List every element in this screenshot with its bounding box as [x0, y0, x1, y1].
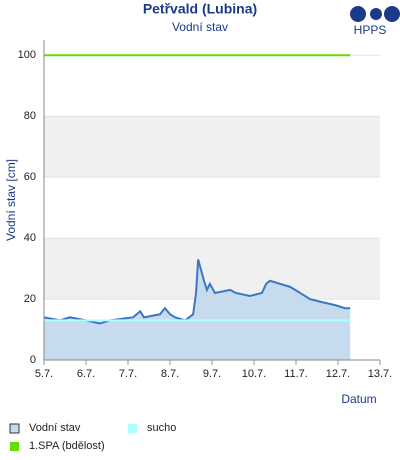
- logo: HPPS: [350, 6, 400, 37]
- y-tick-label: 20: [24, 293, 36, 305]
- x-tick-label: 8.7.: [161, 368, 179, 380]
- logo-circle: [384, 6, 400, 22]
- x-tick-label: 12.7.: [326, 368, 350, 380]
- grid-band: [44, 116, 380, 178]
- y-tick-label: 80: [24, 110, 36, 122]
- x-axis-title: Datum: [341, 392, 376, 406]
- area: [44, 259, 351, 360]
- legend-label: Vodní stav: [29, 422, 81, 434]
- y-tick-label: 0: [30, 354, 36, 366]
- legend-swatch: [9, 423, 20, 434]
- x-tick-label: 10.7.: [242, 368, 266, 380]
- logo-circle: [350, 6, 366, 22]
- y-tick-label: 100: [18, 49, 36, 61]
- legend-swatch: [128, 424, 137, 433]
- legend-label: 1.SPA (bdělost): [29, 440, 105, 452]
- logo-circle: [370, 8, 382, 20]
- x-tick-label: 9.7.: [203, 368, 221, 380]
- chart-subtitle: Vodní stav: [172, 20, 228, 34]
- y-tick-label: 40: [24, 232, 36, 244]
- y-tick-label: 60: [24, 171, 36, 183]
- x-tick-label: 11.7.: [284, 368, 308, 380]
- x-tick-label: 13.7.: [368, 368, 392, 380]
- x-tick-label: 5.7.: [35, 368, 53, 380]
- legend-label: sucho: [147, 422, 176, 434]
- legend-swatch: [10, 442, 19, 451]
- chart-title: Petřvald (Lubina): [143, 1, 257, 17]
- y-axis-title: Vodní stav [cm]: [4, 159, 18, 241]
- x-tick-label: 6.7.: [77, 368, 95, 380]
- x-tick-label: 7.7.: [119, 368, 137, 380]
- logo-text: HPPS: [354, 23, 387, 37]
- line: [43, 259, 351, 325]
